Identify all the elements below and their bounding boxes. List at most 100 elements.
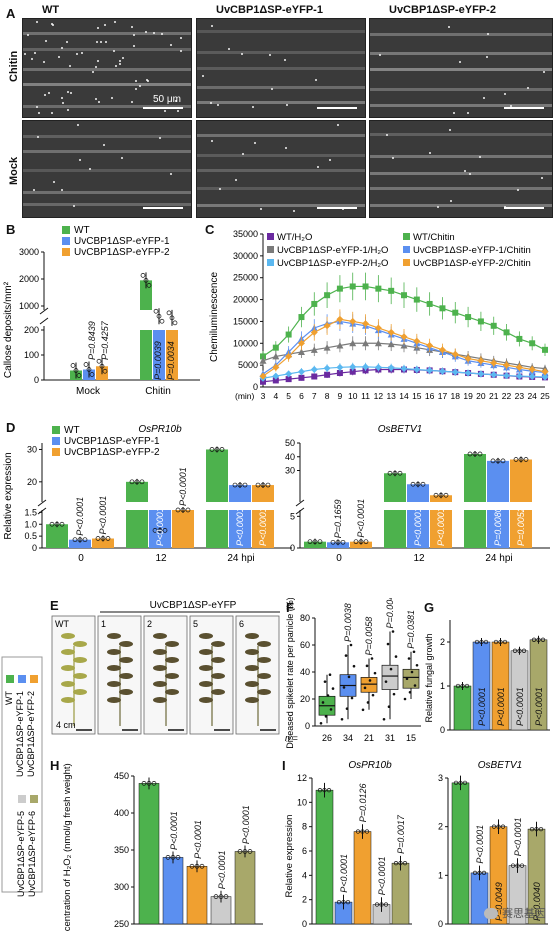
data-point: [383, 902, 389, 907]
callose-speck: [293, 209, 296, 212]
x-tick-label: 4: [273, 391, 278, 401]
data-point: [373, 671, 377, 675]
y-tick-label: 8: [302, 822, 307, 832]
panel-c-chart: Chemiluminescence 0 5000 10000 15000 20000 250…: [209, 229, 550, 401]
callose-speck: [510, 104, 513, 107]
panel-h-label: H: [50, 758, 60, 773]
spikelet-cluster: [61, 697, 75, 703]
callose-speck: [144, 31, 147, 34]
data-point: [368, 679, 372, 682]
data-point: [426, 366, 434, 374]
callose-speck: [53, 181, 56, 184]
p-value: P<0.0001: [436, 507, 446, 546]
legend-swatch: [18, 675, 26, 683]
data-point: [341, 899, 346, 905]
data-point: [310, 328, 318, 336]
spikelet-cluster: [165, 657, 179, 663]
data-point: [185, 507, 191, 513]
spikelet-cluster: [245, 633, 259, 639]
data-point: [49, 521, 55, 527]
data-point: [59, 521, 65, 527]
bar: [391, 862, 410, 925]
data-point: [331, 687, 335, 690]
data-point: [326, 788, 332, 793]
y-tick-label: 3: [438, 773, 443, 783]
data-point: [323, 322, 331, 330]
data-point: [105, 536, 111, 541]
callose-speck: [541, 177, 544, 180]
bar: [430, 495, 452, 502]
spikelet-cluster: [245, 681, 259, 687]
spikelet-cluster: [107, 681, 121, 687]
data-point: [76, 373, 82, 378]
data-point: [259, 357, 267, 364]
box: [360, 677, 378, 693]
callose-speck: [145, 79, 148, 82]
p-value: P<0.0001: [155, 507, 165, 546]
axis-break: [295, 507, 305, 515]
cell-wall-band: [23, 150, 191, 154]
bar: [304, 541, 326, 548]
callose-speck: [317, 166, 320, 169]
legend-swatch: [403, 259, 410, 266]
data-point: [391, 630, 395, 633]
spikelet-cluster: [107, 633, 121, 639]
spikelet-cluster: [153, 633, 167, 639]
data-point: [340, 717, 344, 721]
bar: [140, 280, 152, 310]
spikelet-cluster: [257, 657, 271, 663]
data-point: [140, 272, 146, 278]
y-tick-label: 25000: [233, 273, 258, 283]
data-point: [324, 292, 331, 299]
p-value: P<0.0001: [241, 805, 251, 844]
cell-wall-band: [23, 83, 191, 87]
callose-speck: [91, 70, 94, 73]
spikelet-cluster: [73, 673, 87, 679]
data-point: [199, 863, 205, 869]
callose-speck: [161, 32, 164, 35]
p-value: P<0.0001: [258, 507, 268, 546]
data-point: [517, 648, 522, 653]
data-point: [374, 339, 382, 347]
y-tick-label: 30: [285, 466, 295, 476]
data-point: [232, 482, 238, 488]
data-point: [349, 643, 353, 647]
data-point: [491, 824, 497, 829]
data-point: [157, 528, 163, 533]
p-value: P<0.0001: [475, 825, 485, 864]
x-unit-label: (min): [235, 391, 255, 401]
spikelet-cluster: [245, 665, 259, 671]
callose-speck: [459, 60, 462, 63]
data-point: [223, 894, 229, 899]
data-point: [460, 683, 465, 689]
data-point: [336, 315, 344, 323]
x-tick-label: 13: [386, 391, 396, 401]
data-point: [400, 333, 408, 341]
y-axis-label: Callose deposits/mm²: [3, 281, 14, 378]
spikelet-cluster: [199, 697, 213, 703]
spikelet-cluster: [153, 697, 167, 703]
callose-speck: [169, 173, 172, 176]
data-point: [477, 357, 485, 365]
data-point: [512, 648, 518, 653]
data-point: [360, 829, 365, 834]
callose-speck: [60, 46, 63, 49]
y-tick-label: 6: [302, 846, 307, 856]
data-point: [500, 458, 506, 464]
y-tick-label: 5: [290, 511, 295, 521]
y-tick-label: 35000: [233, 229, 258, 239]
callose-speck: [209, 101, 212, 104]
data-point: [410, 670, 414, 674]
cell-wall-band: [197, 169, 365, 173]
callose-speck: [133, 33, 136, 36]
data-point: [317, 539, 323, 545]
bar: [487, 510, 509, 548]
data-point: [260, 482, 266, 488]
legend-label: UvCBP1ΔSP-eYFP-1: [15, 691, 25, 777]
data-point: [426, 341, 434, 349]
callose-speck: [119, 63, 122, 66]
spikelet-cluster: [211, 673, 225, 679]
callose-speck: [163, 110, 166, 113]
data-point: [166, 310, 172, 316]
scale-label: 4 cm: [56, 720, 76, 730]
